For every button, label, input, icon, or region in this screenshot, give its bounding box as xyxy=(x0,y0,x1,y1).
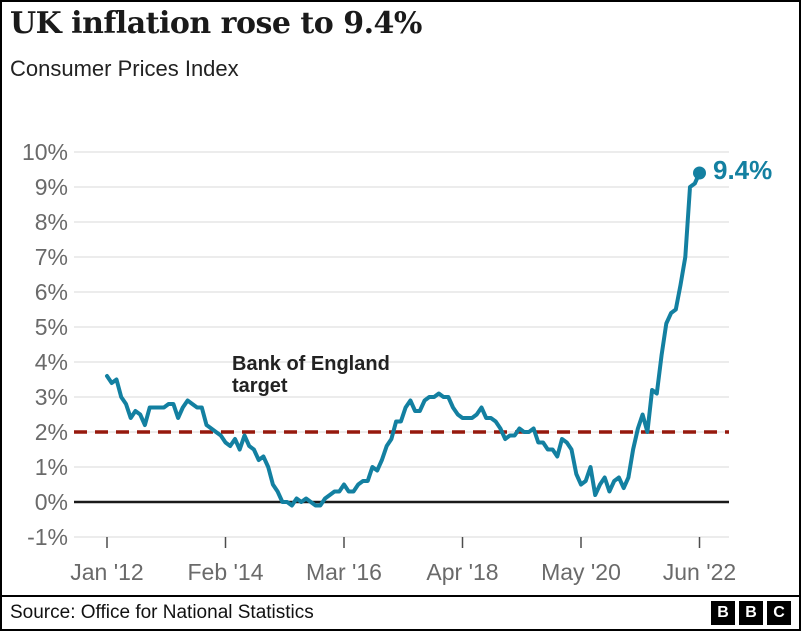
x-axis-tick-label: Jun '22 xyxy=(663,559,736,585)
line-chart: 10% 9% 8% 7% 6% 5% 4% 3% 2% 1% 0% -1%Jan '12 Feb '14… xyxy=(22,139,736,585)
y-axis-tick-label: 8% xyxy=(35,209,68,235)
y-axis-tick-label: -1% xyxy=(27,524,68,550)
y-axis-tick-label: 9% xyxy=(35,174,68,200)
x-axis-tick-label: Feb '14 xyxy=(188,559,264,585)
y-axis-tick-label: 5% xyxy=(35,314,68,340)
latest-point-marker xyxy=(693,166,706,180)
bbc-logo-block-b1: B xyxy=(711,601,735,625)
y-axis-tick-label: 0% xyxy=(35,489,68,515)
page-subtitle: Consumer Prices Index xyxy=(10,56,239,81)
y-axis-tick-label: 7% xyxy=(35,244,68,270)
bbc-logo-block-c: C xyxy=(767,601,791,625)
y-axis-tick-label: 10% xyxy=(22,139,68,165)
source-caption: Source: Office for National Statistics xyxy=(10,602,314,623)
y-axis-tick-label: 2% xyxy=(35,419,68,445)
cpi-line xyxy=(105,171,702,508)
x-axis-tick-label: Mar '16 xyxy=(306,559,382,585)
latest-value-label: 9.4% xyxy=(713,155,773,185)
bbc-logo: B B C xyxy=(711,601,791,625)
bbc-logo-block-b2: B xyxy=(739,601,763,625)
y-axis-tick-label: 1% xyxy=(35,454,68,480)
target-annotation-label: Bank of England target xyxy=(232,353,390,397)
x-axis-tick-label: Jan '12 xyxy=(70,559,143,585)
y-axis-tick-label: 3% xyxy=(35,384,68,410)
footer: Source: Office for National Statistics B… xyxy=(2,595,799,629)
x-axis-tick-label: May '20 xyxy=(541,559,621,585)
y-axis-tick-label: 4% xyxy=(35,349,68,375)
page-title: UK inflation rose to 9.4% xyxy=(10,6,422,41)
y-axis-tick-label: 6% xyxy=(35,279,68,305)
x-axis-tick-label: Apr '18 xyxy=(426,559,498,585)
